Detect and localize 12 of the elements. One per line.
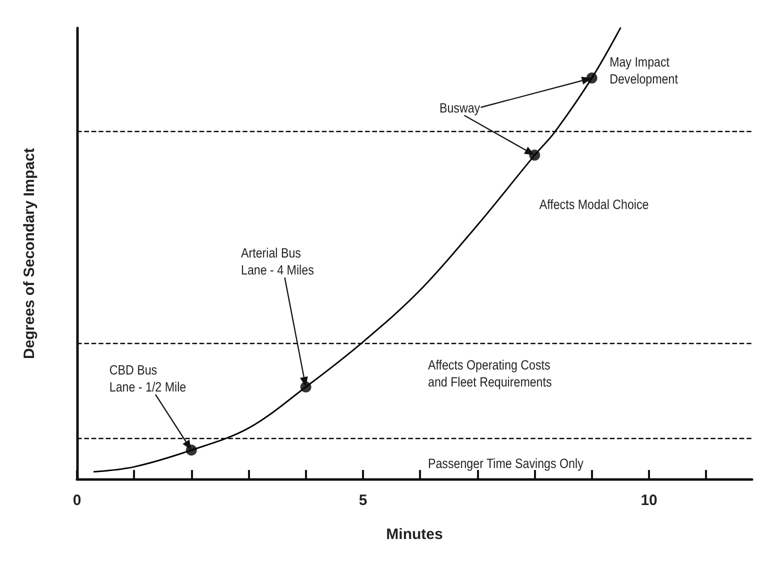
annotation: Affects Modal Choice <box>539 197 649 212</box>
x-tick-label: 10 <box>640 492 658 509</box>
x-tick-label: 0 <box>72 492 82 509</box>
annotation: Passenger Time Savings Only <box>428 456 584 472</box>
x-axis-title: Minutes <box>386 526 443 543</box>
annotation: Busway <box>439 100 481 116</box>
annotation: Arterial Bus Lane - 4 Miles <box>241 246 314 278</box>
annotation: May Impact Development <box>610 54 678 87</box>
x-tick-label: 5 <box>358 492 368 509</box>
annotation: Affects Operating Costs and Fleet Requirements <box>428 358 552 390</box>
annotation: CBD Bus Lane - 1/2 Mile <box>109 362 186 395</box>
y-axis-title: Degrees of Secondary Impact <box>21 148 38 359</box>
